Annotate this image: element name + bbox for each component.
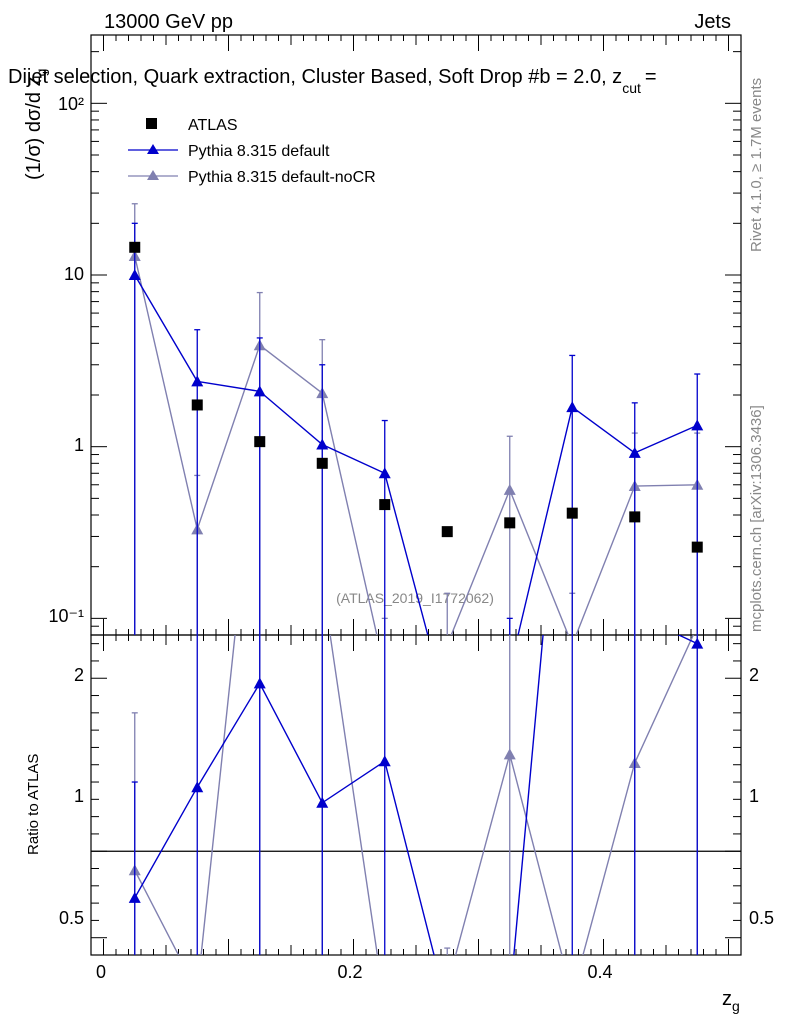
ratio-point-default-1	[191, 781, 204, 793]
point-atlas-5	[441, 526, 453, 538]
point-nocr-5	[441, 639, 453, 650]
ratio-line-default	[134, 635, 698, 955]
ratio-ytick-label-0-5: 0.5	[59, 908, 84, 928]
ratio-point-default-2	[253, 677, 266, 689]
ratio-ytick-label-right-0-5: 0.5	[749, 908, 774, 928]
point-default-0	[128, 269, 141, 280]
ratio-point-default-5	[441, 1001, 453, 1012]
ratio-ytick-label-1: 1	[74, 786, 84, 806]
plot-title-tail: =	[645, 66, 657, 88]
point-default-2	[253, 385, 266, 397]
ytick-label-10: 10	[64, 264, 84, 284]
line-nocr	[134, 255, 698, 635]
ratio-point-nocr-5	[441, 980, 453, 991]
rivet-label: Rivet 4.1.0, ≥ 1.7M events	[748, 78, 765, 252]
point-atlas-9	[691, 541, 703, 553]
point-atlas-7	[566, 507, 578, 519]
legend: ATLAS Pythia 8.315 default Pythia 8.315 …	[128, 117, 376, 186]
x-axis-label-main: z	[722, 988, 732, 1010]
ratio-point-default-9	[691, 637, 704, 649]
ratio-ytick-label-right-1: 1	[749, 786, 759, 806]
point-nocr-6	[503, 483, 516, 495]
header-energy: 13000 GeV pp	[104, 11, 233, 33]
y-axis-label-main: (1/σ) dσ/d z	[23, 76, 45, 180]
ratio-point-nocr-1	[191, 985, 203, 996]
y-axis-label-sub: g	[33, 69, 49, 77]
point-atlas-8	[629, 511, 641, 523]
legend-default-marker	[147, 144, 159, 154]
ytick-label-1: 1	[74, 435, 84, 455]
point-atlas-4	[379, 499, 391, 511]
point-atlas-1	[191, 399, 203, 411]
line-default	[134, 274, 698, 635]
mcplots-label: mcplots.cern.ch [arXiv:1306.3436]	[748, 405, 765, 632]
ratio-point-default-6	[504, 994, 516, 1005]
point-default-3	[316, 438, 329, 450]
xtick-label-0-2: 0.2	[337, 962, 362, 982]
ratio-point-default-4	[378, 755, 391, 767]
ratio-point-nocr-6	[503, 748, 516, 760]
point-default-8	[628, 446, 641, 458]
x-axis-label-sub: g	[732, 998, 740, 1014]
ratio-plot-area	[91, 309, 741, 1012]
header-jets: Jets	[694, 11, 731, 33]
ratio-point-nocr-4	[379, 999, 391, 1010]
plot-title-main: Dijet selection, Quark extraction, Clust…	[8, 66, 622, 88]
legend-nocr-marker	[147, 170, 159, 180]
point-default-9	[691, 419, 704, 431]
main-plot-area	[128, 203, 704, 713]
point-default-5	[441, 702, 453, 713]
ratio-frame	[90, 634, 742, 956]
point-atlas-0	[129, 241, 141, 253]
ratio-point-nocr-7	[566, 989, 578, 1000]
ytick-label-100: 10²	[58, 94, 84, 114]
xtick-label-0: 0	[96, 962, 106, 982]
point-atlas-2	[254, 436, 266, 448]
legend-atlas-marker	[146, 118, 157, 129]
y-axis-label: (1/σ) dσ/d zg	[23, 69, 49, 180]
ratio-point-default-3	[316, 796, 329, 808]
ratio-point-default-0	[128, 891, 141, 903]
point-default-4	[378, 467, 391, 479]
xtick-label-0-4: 0.4	[587, 962, 612, 982]
ratio-line-nocr	[134, 635, 695, 955]
analysis-watermark: (ATLAS_2019_I1772062)	[336, 590, 494, 606]
axis-ticks	[91, 35, 741, 956]
ratio-ytick-label-2: 2	[74, 665, 84, 685]
x-axis-label: zg	[722, 988, 740, 1014]
legend-atlas-label: ATLAS	[188, 117, 238, 134]
ytick-label-0-1: 10⁻¹	[48, 606, 84, 626]
ratio-point-default-7	[566, 309, 578, 320]
axis-tick-labels: 10⁻¹ 1 10 10² 0.5 1 2 0.5 1 2 0 0.2 0.4	[48, 94, 774, 982]
plot-title-sub: cut	[622, 80, 641, 96]
point-atlas-6	[504, 517, 516, 529]
ratio-ytick-label-right-2: 2	[749, 665, 759, 685]
ratio-y-axis-label: Ratio to ATLAS	[25, 754, 42, 855]
legend-default-label: Pythia 8.315 default	[188, 143, 330, 160]
point-default-1	[191, 375, 204, 387]
point-atlas-3	[316, 457, 328, 469]
point-default-7	[566, 401, 579, 413]
plot-title: Dijet selection, Quark extraction, Clust…	[8, 66, 657, 96]
legend-nocr-label: Pythia 8.315 default-noCR	[188, 169, 376, 186]
